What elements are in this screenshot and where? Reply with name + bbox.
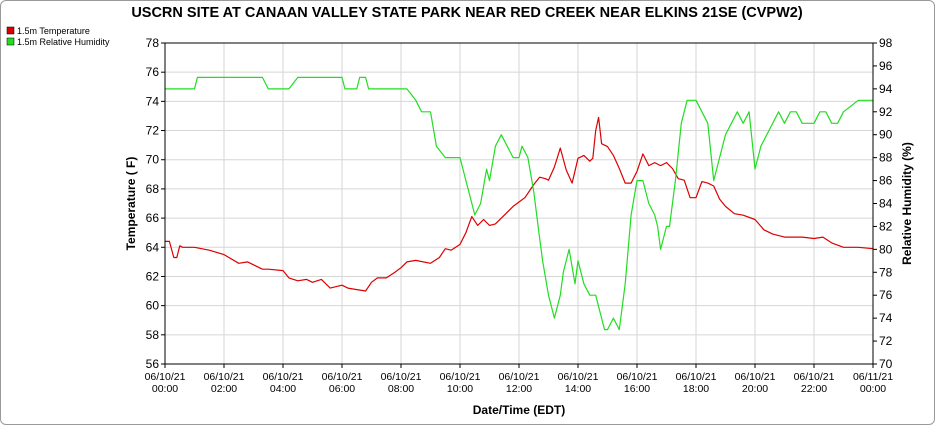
y-right-tick-label: 86 (879, 174, 893, 188)
x-tick-label-date: 06/10/21 (440, 371, 481, 383)
x-axis-label: Date/Time (EDT) (473, 403, 565, 417)
x-tick-label-date: 06/10/21 (381, 371, 422, 383)
legend: 1.5m Temperature 1.5m Relative Humidity (6, 26, 110, 47)
x-tick-label-date: 06/10/21 (676, 371, 717, 383)
y-left-tick-label: 78 (146, 36, 160, 50)
series-line-humidity (165, 76, 873, 331)
x-tick-label-date: 06/10/21 (204, 371, 245, 383)
x-tick-label-date: 06/10/21 (617, 371, 658, 383)
x-tick-label-time: 22:00 (801, 383, 827, 395)
plot-border (164, 42, 874, 365)
y-right-tick-label: 90 (879, 128, 893, 142)
x-tick-label-date: 06/10/21 (322, 371, 363, 383)
x-tick-label-time: 00:00 (860, 383, 886, 395)
y-right-tick-label: 76 (879, 288, 893, 302)
x-tick-label-time: 16:00 (624, 383, 650, 395)
y-right-tick-label: 82 (879, 219, 893, 233)
x-tick-label-date: 06/10/21 (145, 371, 186, 383)
y-left-tick-label: 70 (146, 153, 160, 167)
x-tick-label-date: 06/10/21 (558, 371, 599, 383)
y-axis-right-ticks: 70 72 74 76 78 80 82 84 86 88 90 92 94 96 98 (873, 36, 893, 371)
y-left-tick-label: 76 (146, 65, 160, 79)
x-tick-label-time: 10:00 (447, 383, 473, 395)
y-right-tick-label: 70 (879, 357, 893, 371)
legend-label-temperature: 1.5m Temperature (17, 26, 90, 36)
y-right-tick-label: 74 (879, 311, 893, 325)
y-axis-left-label: Temperature ( F) (124, 157, 138, 251)
y-right-tick-label: 80 (879, 242, 893, 256)
x-tick-label-date: 06/10/21 (263, 371, 304, 383)
x-tick-label-time: 06:00 (329, 383, 355, 395)
y-right-tick-label: 96 (879, 59, 893, 73)
y-right-tick-label: 88 (879, 151, 893, 165)
x-tick-label-time: 02:00 (211, 383, 237, 395)
x-tick-label-time: 12:00 (506, 383, 532, 395)
legend-swatch-humidity (6, 37, 15, 46)
y-left-tick-label: 62 (146, 269, 160, 283)
x-tick-label-time: 18:00 (683, 383, 709, 395)
y-left-tick-label: 64 (146, 240, 160, 254)
y-left-tick-label: 74 (146, 94, 160, 108)
y-axis-right-label: Relative Humidity (%) (900, 142, 914, 265)
x-tick-label-time: 04:00 (270, 383, 296, 395)
y-right-tick-label: 72 (879, 334, 893, 348)
y-right-tick-label: 78 (879, 265, 893, 279)
chart-title: USCRN SITE AT CANAAN VALLEY STATE PARK N… (131, 5, 803, 21)
x-tick-label-time: 00:00 (152, 383, 178, 395)
series-lines (165, 76, 874, 331)
legend-label-humidity: 1.5m Relative Humidity (17, 37, 110, 47)
y-left-tick-label: 60 (146, 299, 160, 313)
x-axis-ticks: 06/10/2100:0006/10/2102:0006/10/2104:000… (145, 364, 893, 395)
x-tick-label-date: 06/11/21 (853, 371, 893, 383)
x-tick-label-time: 08:00 (388, 383, 414, 395)
x-tick-label-date: 06/10/21 (735, 371, 776, 383)
x-tick-label-date: 06/10/21 (794, 371, 835, 383)
y-left-tick-label: 72 (146, 124, 160, 138)
y-right-tick-label: 98 (879, 36, 893, 50)
x-tick-label-time: 20:00 (742, 383, 768, 395)
grid (164, 42, 874, 365)
x-tick-label-date: 06/10/21 (499, 371, 540, 383)
x-tick-label-time: 14:00 (565, 383, 591, 395)
y-right-tick-label: 84 (879, 197, 893, 211)
y-left-tick-label: 66 (146, 211, 160, 225)
y-right-tick-label: 92 (879, 105, 893, 119)
y-left-tick-label: 56 (146, 357, 160, 371)
y-right-tick-label: 94 (879, 82, 893, 96)
y-left-tick-label: 68 (146, 182, 160, 196)
y-left-tick-label: 58 (146, 328, 160, 342)
legend-swatch-temperature (6, 26, 15, 35)
y-axis-left-ticks: 56 58 60 62 64 66 68 70 72 74 76 78 (146, 36, 165, 371)
series-line-temperature (165, 116, 874, 292)
